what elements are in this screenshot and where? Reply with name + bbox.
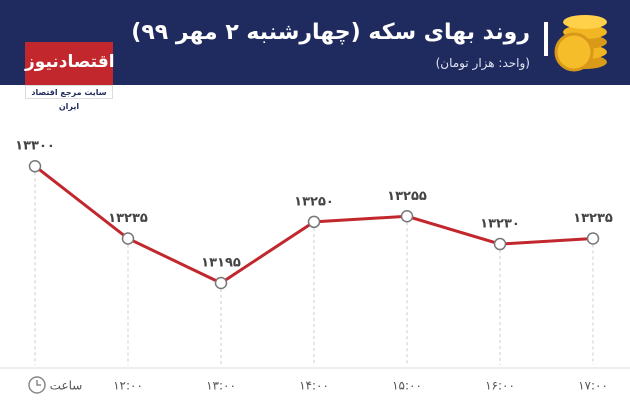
value-label: ۱۳۳۰۰ <box>15 139 55 154</box>
value-label: ۱۳۲۵۰ <box>294 194 334 209</box>
point <box>586 232 600 245</box>
point <box>214 276 228 290</box>
x-tick-label: ۱۴:۰۰ <box>299 379 329 393</box>
chart-title: روند بهای سکه (چهارشنبه ۲ مهر ۹۹) <box>131 20 530 45</box>
clock-hands <box>36 380 41 386</box>
logo-tagline: سایت مرجع اقتصاد ایران <box>25 85 113 111</box>
point <box>121 232 135 245</box>
point <box>307 215 321 229</box>
coins-icon <box>554 15 607 72</box>
point <box>493 237 507 251</box>
x-tick-label: ۱۲:۰۰ <box>113 379 143 393</box>
logo: اقتصادنیوز <box>25 42 115 85</box>
clock-icon <box>28 376 46 394</box>
value-label: ۱۳۲۳۰ <box>480 217 520 232</box>
x-tick-label: ۱۳:۰۰ <box>206 379 236 393</box>
value-label: ۱۳۱۹۵ <box>201 255 241 270</box>
separator <box>544 22 548 56</box>
x-tick-label: ۱۵:۰۰ <box>392 379 422 393</box>
value-label: ۱۳۲۳۵ <box>573 211 613 226</box>
point <box>400 210 414 223</box>
x-axis-label: ساعت <box>50 379 83 393</box>
value-label: ۱۳۲۳۵ <box>108 211 148 226</box>
x-tick-label: ۱۶:۰۰ <box>485 379 515 393</box>
x-tick-label: ۱۷:۰۰ <box>578 379 608 393</box>
value-label: ۱۳۲۵۵ <box>387 189 427 204</box>
point <box>28 159 42 173</box>
chart-subtitle: (واحد: هزار تومان) <box>435 56 530 70</box>
